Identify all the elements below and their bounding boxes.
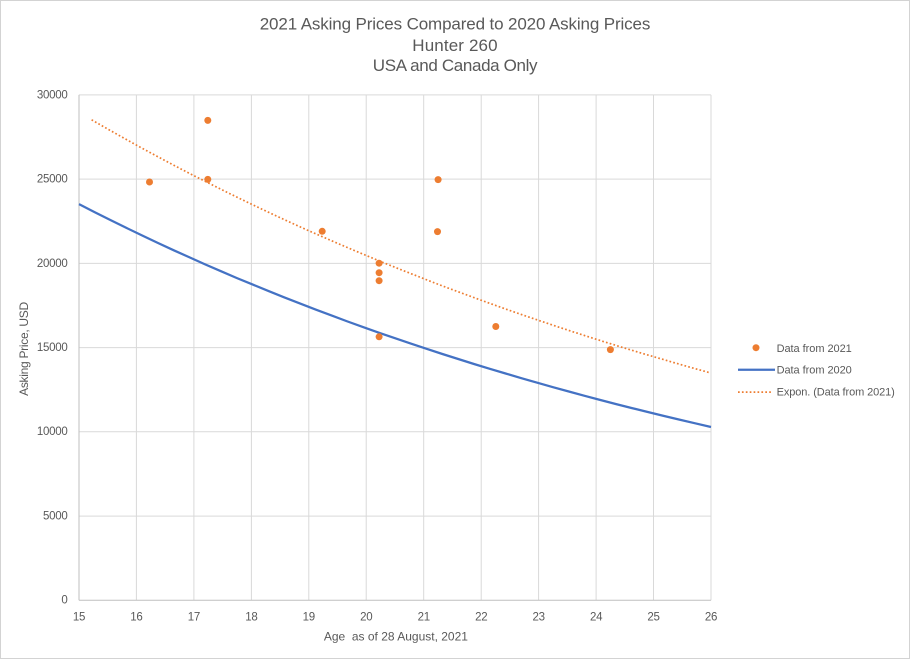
svg-text:Expon. (Data from 2021): Expon. (Data from 2021) xyxy=(777,387,895,399)
svg-text:30000: 30000 xyxy=(37,89,68,101)
svg-text:25000: 25000 xyxy=(37,174,68,186)
svg-text:2021 Asking Prices Compared to: 2021 Asking Prices Compared to 2020 Aski… xyxy=(260,14,651,33)
svg-text:26: 26 xyxy=(705,611,717,623)
svg-text:16: 16 xyxy=(130,611,142,623)
svg-text:22: 22 xyxy=(475,611,487,623)
svg-text:Asking Price, USD: Asking Price, USD xyxy=(17,301,31,395)
svg-text:10000: 10000 xyxy=(37,426,68,438)
svg-text:Data from 2021: Data from 2021 xyxy=(777,343,852,355)
svg-text:20: 20 xyxy=(360,611,372,623)
svg-text:21: 21 xyxy=(418,611,430,623)
svg-text:15000: 15000 xyxy=(37,342,68,354)
svg-text:Age as of 28 August, 2021: Age as of 28 August, 2021 xyxy=(324,629,468,643)
svg-text:0: 0 xyxy=(61,595,67,607)
svg-text:20000: 20000 xyxy=(37,258,68,270)
svg-text:5000: 5000 xyxy=(43,511,67,523)
svg-text:Hunter 260: Hunter 260 xyxy=(412,36,497,55)
svg-text:Data from 2020: Data from 2020 xyxy=(777,365,852,377)
svg-text:25: 25 xyxy=(647,611,659,623)
svg-text:USA and Canada Only: USA and Canada Only xyxy=(373,56,538,75)
svg-text:18: 18 xyxy=(245,611,257,623)
svg-text:24: 24 xyxy=(590,611,603,623)
svg-text:15: 15 xyxy=(73,611,85,623)
svg-text:19: 19 xyxy=(303,611,315,623)
svg-text:23: 23 xyxy=(532,611,544,623)
svg-text:17: 17 xyxy=(188,611,200,623)
